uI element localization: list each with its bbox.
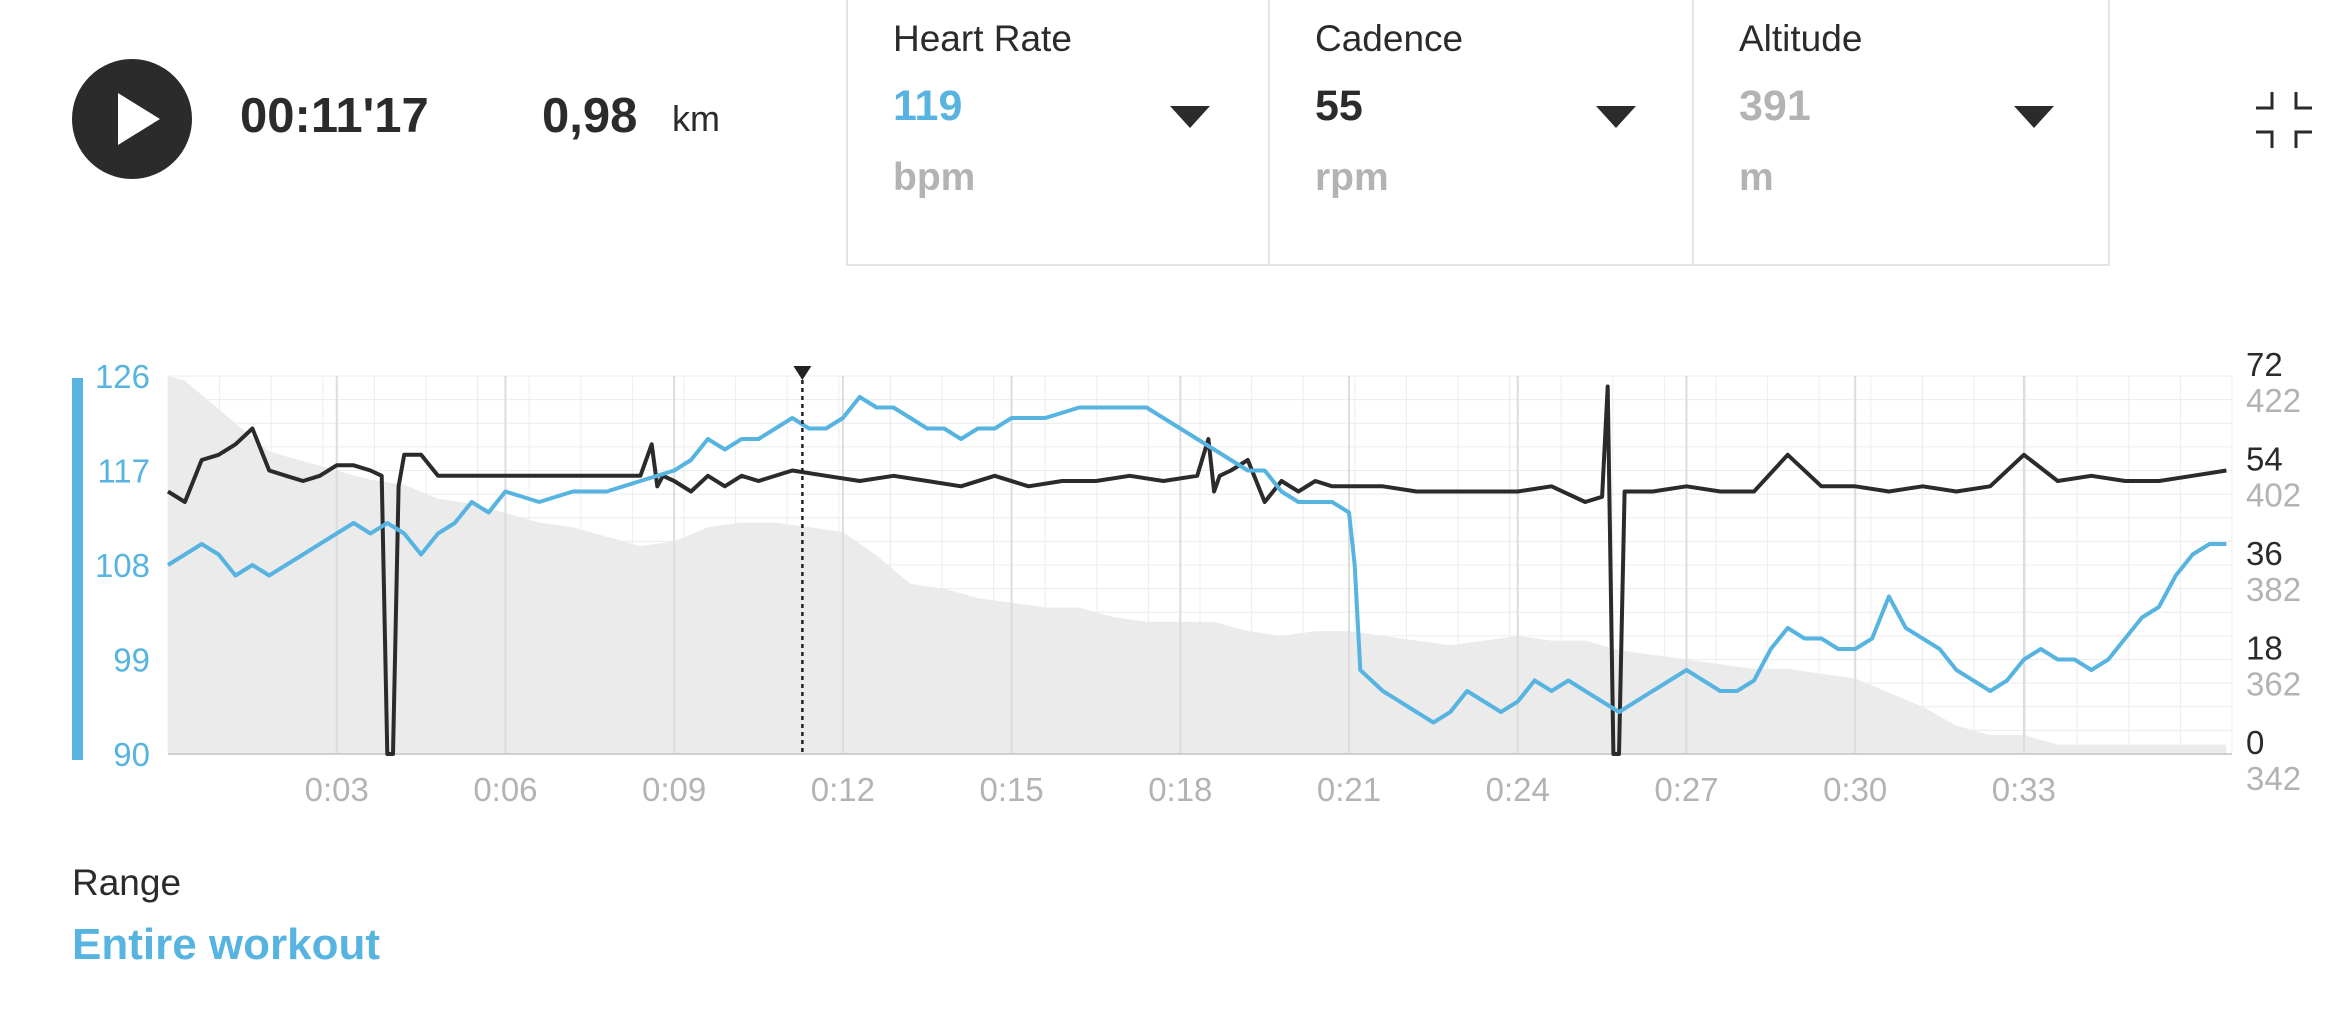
heart-rate-tick-label: 117 [97, 453, 150, 490]
metric-unit: rpm [1315, 156, 1389, 199]
x-tick-label: 0:03 [305, 771, 369, 808]
caret-down-icon[interactable] [1170, 106, 1210, 128]
caret-down-icon[interactable] [2014, 106, 2054, 128]
altitude-tick-label: 382 [2246, 571, 2301, 608]
play-icon [118, 93, 160, 145]
x-tick-label: 0:24 [1486, 771, 1550, 808]
cadence-line [166, 384, 2227, 756]
x-tick-label: 0:30 [1823, 771, 1887, 808]
x-tick-label: 0:12 [811, 771, 875, 808]
range-selector[interactable]: Entire workout [72, 920, 381, 969]
heart-rate-line [166, 395, 2227, 725]
cadence-tick-label: 18 [2246, 630, 2283, 667]
metric-unit: bpm [893, 156, 976, 199]
heart-rate-tick-label: 108 [95, 547, 150, 584]
elapsed-time: 00:11'17 [240, 89, 429, 143]
metric-value: 119 [893, 82, 963, 130]
heart-rate-tick-label: 90 [113, 736, 150, 773]
play-button[interactable] [72, 59, 192, 179]
cadence-tick-label: 54 [2246, 441, 2283, 478]
x-tick-label: 0:33 [1992, 771, 2056, 808]
collapse-button[interactable] [2254, 90, 2314, 150]
altitude-tick-label: 342 [2246, 760, 2301, 797]
metric-selector-heart-rate[interactable]: Heart Rate 119 bpm [848, 0, 1268, 264]
distance-value: 0,98 [542, 89, 638, 143]
metric-name: Cadence [1315, 18, 1464, 59]
cadence-tick-label: 72 [2246, 346, 2283, 383]
cadence-tick-label: 0 [2246, 724, 2264, 761]
heart-rate-tick-label: 99 [113, 642, 150, 679]
metric-name: Altitude [1739, 18, 1863, 59]
altitude-tick-label: 422 [2246, 382, 2301, 419]
x-tick-label: 0:06 [473, 771, 537, 808]
metric-name: Heart Rate [893, 18, 1072, 59]
altitude-tick-label: 362 [2246, 666, 2301, 703]
caret-down-icon[interactable] [1596, 106, 1636, 128]
collapse-icon [2256, 92, 2312, 148]
workout-chart[interactable]: 0:03 0:06 0:09 0:12 0:15 0:18 0:21 0:24 0:27 0:30… [0, 340, 2347, 810]
cadence-tick-label: 36 [2246, 535, 2283, 572]
x-tick-label: 0:09 [642, 771, 706, 808]
metric-selector-panel: Heart Rate 119 bpm Cadence 55 rpm Altitu… [846, 0, 2110, 266]
altitude-area [168, 376, 2227, 754]
playhead-marker-icon [793, 366, 812, 380]
altitude-tick-label: 402 [2246, 477, 2301, 514]
x-tick-label: 0:15 [979, 771, 1043, 808]
metric-selector-altitude[interactable]: Altitude 391 m [1692, 0, 2112, 264]
heart-rate-tick-label: 126 [95, 358, 150, 395]
metric-selector-cadence[interactable]: Cadence 55 rpm [1268, 0, 1694, 264]
metric-unit: m [1739, 156, 1774, 199]
metric-value: 55 [1315, 82, 1363, 130]
metric-value: 391 [1739, 82, 1811, 130]
heart-rate-axis-bar [72, 378, 83, 760]
distance-unit: km [672, 98, 720, 139]
x-tick-label: 0:21 [1317, 771, 1381, 808]
x-tick-label: 0:18 [1148, 771, 1212, 808]
x-tick-label: 0:27 [1654, 771, 1718, 808]
range-label: Range [72, 862, 182, 903]
